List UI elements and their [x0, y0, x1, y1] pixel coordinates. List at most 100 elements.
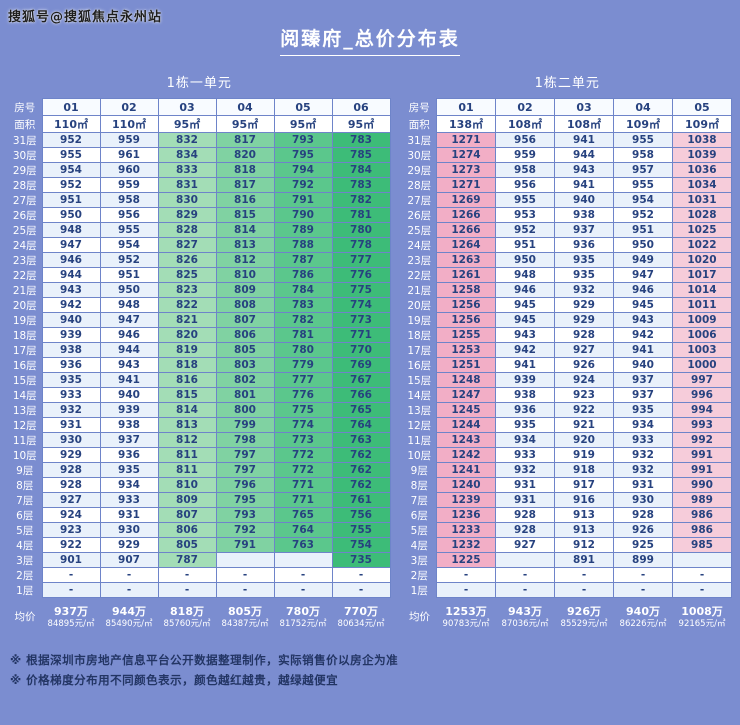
- price-cell: 1274: [436, 147, 496, 163]
- price-cell: 829: [157, 207, 217, 223]
- price-cell: 1266: [436, 222, 496, 238]
- price-cell: 1255: [436, 327, 496, 343]
- price-cell: 777: [273, 372, 333, 388]
- floor-label: 1层: [410, 584, 428, 597]
- price-cell: 832: [157, 132, 217, 148]
- price-cell: 931: [41, 417, 101, 433]
- price-cell: [672, 552, 732, 568]
- unit2-section: 1栋二单元 房号 01 02 03 04 05 面积 138㎡ 108㎡ 108㎡ 109㎡ 109㎡…: [403, 72, 732, 636]
- floor-label: 7层: [410, 494, 428, 507]
- price-cell: 801: [215, 387, 275, 403]
- avg-price-cell: 926万 85529元/㎡: [560, 604, 608, 630]
- price-cell: 771: [273, 477, 333, 493]
- floor-label: 2层: [16, 569, 34, 582]
- room-col-header: 06: [331, 98, 391, 116]
- price-cell: 935: [99, 462, 159, 478]
- floor-label: 8层: [410, 479, 428, 492]
- price-cell: 815: [157, 387, 217, 403]
- price-cell: 942: [613, 327, 673, 343]
- price-cell: 931: [99, 507, 159, 523]
- price-cell: 952: [41, 177, 101, 193]
- price-cell: 956: [99, 207, 159, 223]
- price-cell: 766: [331, 387, 391, 403]
- page-title: 阅臻府_总价分布表: [0, 0, 740, 56]
- price-cell: 951: [99, 267, 159, 283]
- floor-label: 1层: [16, 584, 34, 597]
- price-cell: 773: [331, 312, 391, 328]
- price-cell: 802: [215, 372, 275, 388]
- price-cell: 959: [495, 147, 555, 163]
- room-col-header: 02: [99, 98, 159, 116]
- price-cell: 825: [157, 267, 217, 283]
- floor-label: 28层: [12, 179, 37, 192]
- room-col-header: 01: [436, 98, 496, 116]
- price-cell: 823: [157, 282, 217, 298]
- price-cell: 809: [157, 492, 217, 508]
- price-cell: 930: [99, 522, 159, 538]
- room-col-header: 01: [41, 98, 101, 116]
- floor-label: 29层: [12, 164, 37, 177]
- price-cell: 891: [554, 552, 614, 568]
- room-col-header: 03: [157, 98, 217, 116]
- floor-label: 21层: [407, 284, 432, 297]
- price-cell: [495, 552, 555, 568]
- price-cell: 1003: [672, 342, 732, 358]
- price-cell: 1241: [436, 462, 496, 478]
- price-cell: 927: [41, 492, 101, 508]
- price-cell: 1025: [672, 222, 732, 238]
- price-cell: 917: [554, 477, 614, 493]
- price-cell: 815: [215, 207, 275, 223]
- price-cell: 782: [331, 192, 391, 208]
- avg-label: 均价: [14, 611, 36, 623]
- price-cell: 811: [157, 447, 217, 463]
- price-cell: 787: [157, 552, 217, 568]
- price-cell: 793: [215, 507, 275, 523]
- price-cell: 935: [495, 417, 555, 433]
- avg-price-cell: 780万 81752元/㎡: [279, 604, 327, 630]
- price-cell: 923: [554, 387, 614, 403]
- floor-label: 29层: [407, 164, 432, 177]
- price-cell: 770: [331, 342, 391, 358]
- price-cell: 787: [273, 252, 333, 268]
- price-cell: 935: [554, 252, 614, 268]
- price-cell: 816: [157, 372, 217, 388]
- price-cell: 992: [672, 432, 732, 448]
- price-cell: 1273: [436, 162, 496, 178]
- price-cell: 805: [215, 342, 275, 358]
- price-cell: 1245: [436, 402, 496, 418]
- price-cell: 927: [495, 537, 555, 553]
- tables-region: 1栋一单元 房号 01 02 03 04 05 06 面积 110㎡ 110㎡ 95㎡ 95㎡ 95㎡ 9…: [0, 72, 740, 636]
- price-cell: 948: [99, 297, 159, 313]
- price-cell: 928: [41, 477, 101, 493]
- floor-label: 25层: [12, 224, 37, 237]
- price-cell: 799: [215, 417, 275, 433]
- price-cell: 940: [99, 387, 159, 403]
- price-cell: -: [215, 582, 275, 598]
- watermark: 搜狐号@搜狐焦点永州站: [8, 10, 163, 25]
- price-cell: 986: [672, 507, 732, 523]
- price-cell: 1031: [672, 192, 732, 208]
- price-cell: 1232: [436, 537, 496, 553]
- price-cell: 762: [331, 477, 391, 493]
- price-cell: 939: [41, 327, 101, 343]
- price-cell: 938: [495, 387, 555, 403]
- price-cell: 788: [273, 237, 333, 253]
- price-cell: 946: [613, 282, 673, 298]
- unit1-table-host: 房号 01 02 03 04 05 06 面积 110㎡ 110㎡ 95㎡ 95㎡ 95㎡ 95㎡ 31层 9…: [8, 98, 391, 636]
- price-cell: 922: [41, 537, 101, 553]
- floor-label: 9层: [16, 464, 34, 477]
- price-cell: 1020: [672, 252, 732, 268]
- price-cell: 798: [215, 432, 275, 448]
- price-cell: 952: [495, 222, 555, 238]
- room-col-header: 04: [215, 98, 275, 116]
- price-cell: 796: [215, 477, 275, 493]
- price-cell: 1263: [436, 252, 496, 268]
- price-cell: 764: [331, 417, 391, 433]
- floor-label: 27层: [12, 194, 37, 207]
- price-cell: 1036: [672, 162, 732, 178]
- floor-label: 31层: [12, 134, 37, 147]
- floor-label: 15层: [12, 374, 37, 387]
- price-cell: 997: [672, 372, 732, 388]
- floor-label: 18层: [12, 329, 37, 342]
- price-cell: 1006: [672, 327, 732, 343]
